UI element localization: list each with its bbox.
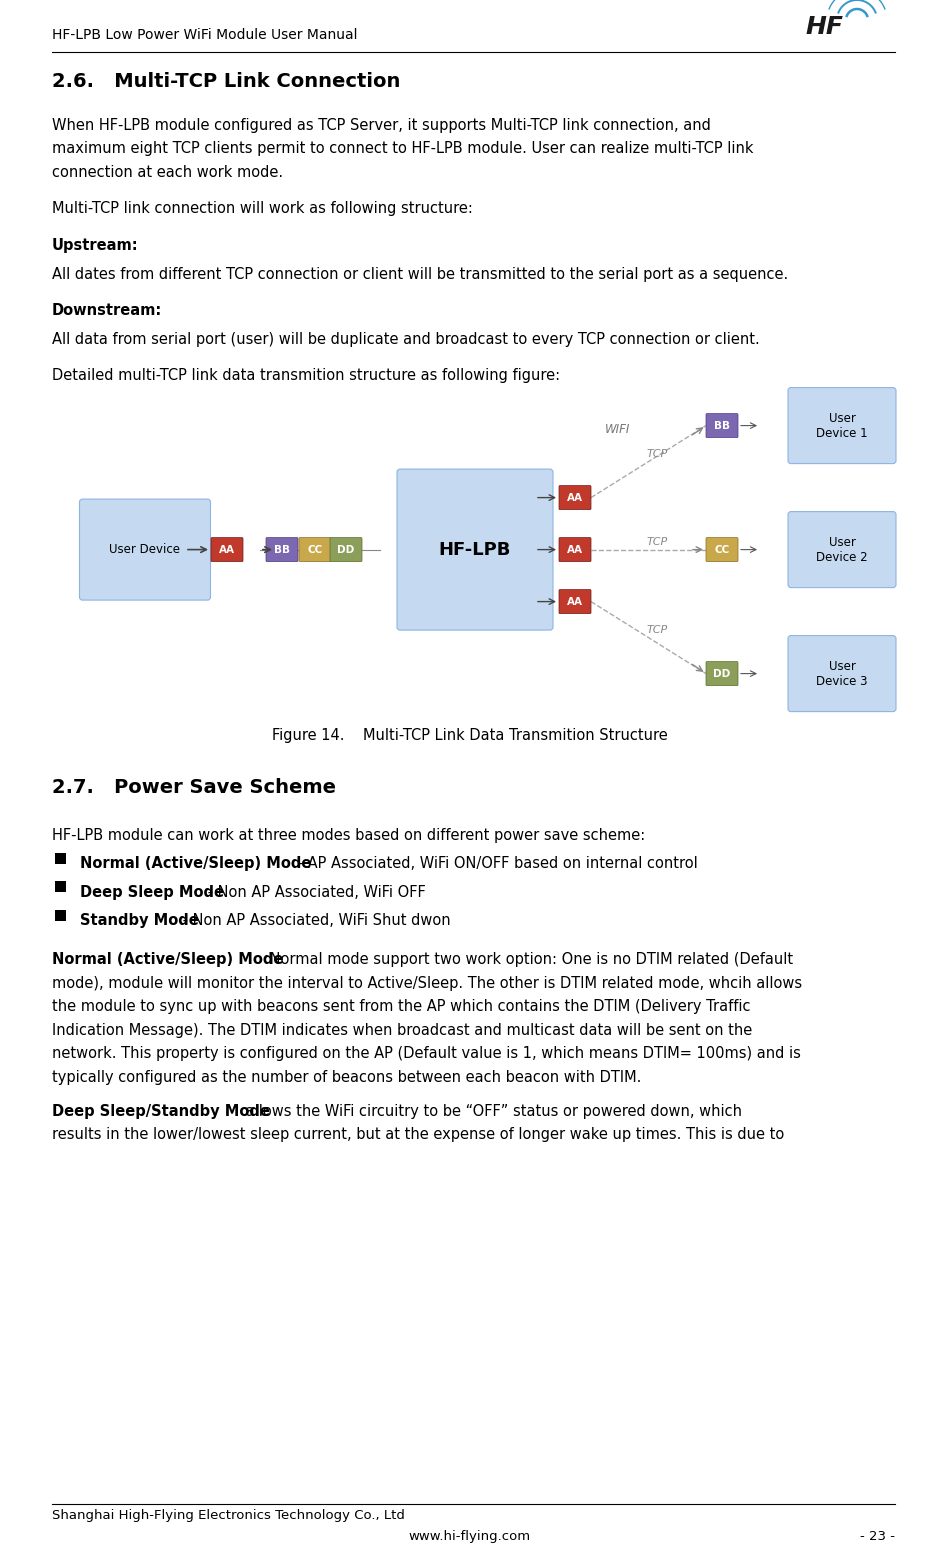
Text: CC: CC — [715, 545, 730, 554]
Text: User
Device 3: User Device 3 — [816, 660, 868, 688]
Text: 2.7.   Power Save Scheme: 2.7. Power Save Scheme — [52, 778, 336, 797]
FancyBboxPatch shape — [706, 538, 738, 562]
Text: Normal (Active/Sleep) Mode: Normal (Active/Sleep) Mode — [52, 952, 284, 968]
Text: WIFI: WIFI — [605, 423, 630, 436]
Text: 2.6.   Multi-TCP Link Connection: 2.6. Multi-TCP Link Connection — [52, 72, 400, 90]
Text: maximum eight TCP clients permit to connect to HF-LPB module. User can realize m: maximum eight TCP clients permit to conn… — [52, 142, 753, 157]
Text: connection at each work mode.: connection at each work mode. — [52, 165, 284, 180]
Text: HF-LPB: HF-LPB — [439, 540, 511, 559]
Text: HF-LPB Low Power WiFi Module User Manual: HF-LPB Low Power WiFi Module User Manual — [52, 28, 358, 42]
Text: BB: BB — [274, 545, 290, 554]
Text: the module to sync up with beacons sent from the AP which contains the DTIM (Del: the module to sync up with beacons sent … — [52, 999, 750, 1015]
Text: - Non AP Associated, WiFi Shut dwon: - Non AP Associated, WiFi Shut dwon — [178, 913, 451, 929]
Text: Standby Mode: Standby Mode — [80, 913, 199, 929]
FancyBboxPatch shape — [330, 538, 362, 562]
Text: When HF-LPB module configured as TCP Server, it supports Multi-TCP link connecti: When HF-LPB module configured as TCP Ser… — [52, 118, 711, 132]
FancyBboxPatch shape — [706, 661, 738, 686]
Text: Upstream:: Upstream: — [52, 238, 139, 254]
Bar — [55, 881, 66, 892]
Text: Downstream:: Downstream: — [52, 303, 162, 317]
Text: User
Device 2: User Device 2 — [816, 535, 868, 563]
Text: Multi-TCP link connection will work as following structure:: Multi-TCP link connection will work as f… — [52, 201, 473, 216]
Text: mode), module will monitor the interval to Active/Sleep. The other is DTIM relat: mode), module will monitor the interval … — [52, 976, 802, 991]
FancyBboxPatch shape — [706, 414, 738, 437]
Text: Normal mode support two work option: One is no DTIM related (Default: Normal mode support two work option: One… — [265, 952, 793, 968]
Text: results in the lower/lowest sleep current, but at the expense of longer wake up : results in the lower/lowest sleep curren… — [52, 1127, 784, 1142]
Text: Detailed multi-TCP link data transmition structure as following figure:: Detailed multi-TCP link data transmition… — [52, 369, 561, 383]
Text: TCP: TCP — [646, 448, 668, 459]
Text: AA: AA — [219, 545, 235, 554]
Text: allows the WiFi circuitry to be “OFF” status or powered down, which: allows the WiFi circuitry to be “OFF” st… — [240, 1103, 742, 1119]
Text: Figure 14.    Multi-TCP Link Data Transmition Structure: Figure 14. Multi-TCP Link Data Transmiti… — [271, 728, 668, 744]
FancyBboxPatch shape — [559, 485, 591, 510]
Text: DD: DD — [714, 669, 731, 678]
FancyBboxPatch shape — [211, 538, 243, 562]
Text: Deep Sleep Mode: Deep Sleep Mode — [80, 884, 224, 899]
Text: - 23 -: - 23 - — [860, 1530, 895, 1544]
Text: AA: AA — [567, 493, 583, 503]
Text: DD: DD — [337, 545, 355, 554]
Bar — [55, 853, 66, 864]
Text: network. This property is configured on the AP (Default value is 1, which means : network. This property is configured on … — [52, 1046, 801, 1061]
Text: typically configured as the number of beacons between each beacon with DTIM.: typically configured as the number of be… — [52, 1071, 641, 1085]
Text: www.hi-flying.com: www.hi-flying.com — [408, 1530, 531, 1544]
FancyBboxPatch shape — [299, 538, 331, 562]
Text: All dates from different TCP connection or client will be transmitted to the ser: All dates from different TCP connection … — [52, 266, 788, 282]
Text: HF-LPB module can work at three modes based on different power save scheme:: HF-LPB module can work at three modes ba… — [52, 828, 645, 843]
FancyBboxPatch shape — [266, 538, 298, 562]
FancyBboxPatch shape — [788, 387, 896, 464]
Text: User
Device 1: User Device 1 — [816, 412, 868, 440]
FancyBboxPatch shape — [397, 468, 553, 630]
Bar — [55, 910, 66, 921]
FancyBboxPatch shape — [80, 499, 210, 601]
Text: TCP: TCP — [646, 624, 668, 635]
Text: Deep Sleep/Standby Mode: Deep Sleep/Standby Mode — [52, 1103, 269, 1119]
Text: AA: AA — [567, 596, 583, 607]
FancyBboxPatch shape — [559, 538, 591, 562]
FancyBboxPatch shape — [788, 635, 896, 711]
Text: - AP Associated, WiFi ON/OFF based on internal control: - AP Associated, WiFi ON/OFF based on in… — [293, 856, 698, 871]
FancyBboxPatch shape — [559, 590, 591, 613]
Text: CC: CC — [307, 545, 323, 554]
Text: AA: AA — [567, 545, 583, 554]
Text: HF: HF — [805, 16, 843, 39]
Text: Normal (Active/Sleep) Mode: Normal (Active/Sleep) Mode — [80, 856, 312, 871]
FancyBboxPatch shape — [788, 512, 896, 588]
Text: All data from serial port (user) will be duplicate and broadcast to every TCP co: All data from serial port (user) will be… — [52, 331, 760, 347]
Text: Indication Message). The DTIM indicates when broadcast and multicast data will b: Indication Message). The DTIM indicates … — [52, 1022, 752, 1038]
Text: - Non AP Associated, WiFi OFF: - Non AP Associated, WiFi OFF — [203, 884, 425, 899]
Text: User Device: User Device — [110, 543, 180, 555]
Text: Shanghai High-Flying Electronics Technology Co., Ltd: Shanghai High-Flying Electronics Technol… — [52, 1509, 405, 1522]
Text: BB: BB — [714, 420, 730, 431]
Text: TCP: TCP — [646, 537, 668, 546]
